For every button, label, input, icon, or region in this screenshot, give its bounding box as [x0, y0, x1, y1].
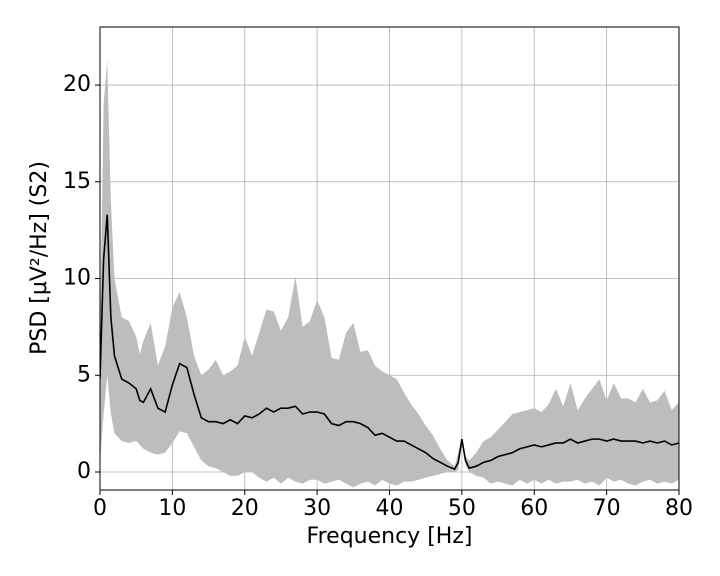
x-axis-label: Frequency [Hz] — [307, 524, 473, 549]
y-axis-label: PSD [μV²/Hz] (S2) — [27, 161, 52, 355]
x-tick-label: 60 — [520, 496, 548, 521]
x-tick-label: 10 — [158, 496, 186, 521]
x-tick-label: 80 — [665, 496, 693, 521]
mean-line — [100, 214, 679, 471]
y-tick-label: 20 — [63, 72, 91, 97]
y-tick-label: 0 — [77, 459, 91, 484]
y-tick-label: 10 — [63, 266, 91, 291]
x-tick-label: 40 — [376, 496, 404, 521]
x-tick-label: 70 — [593, 496, 621, 521]
x-tick-label: 50 — [448, 496, 476, 521]
band — [100, 59, 679, 488]
y-tick-label: 5 — [77, 362, 91, 387]
x-tick-label: 0 — [93, 496, 107, 521]
x-tick-label: 30 — [303, 496, 331, 521]
y-tick-label: 15 — [63, 169, 91, 194]
x-tick-label: 20 — [231, 496, 259, 521]
